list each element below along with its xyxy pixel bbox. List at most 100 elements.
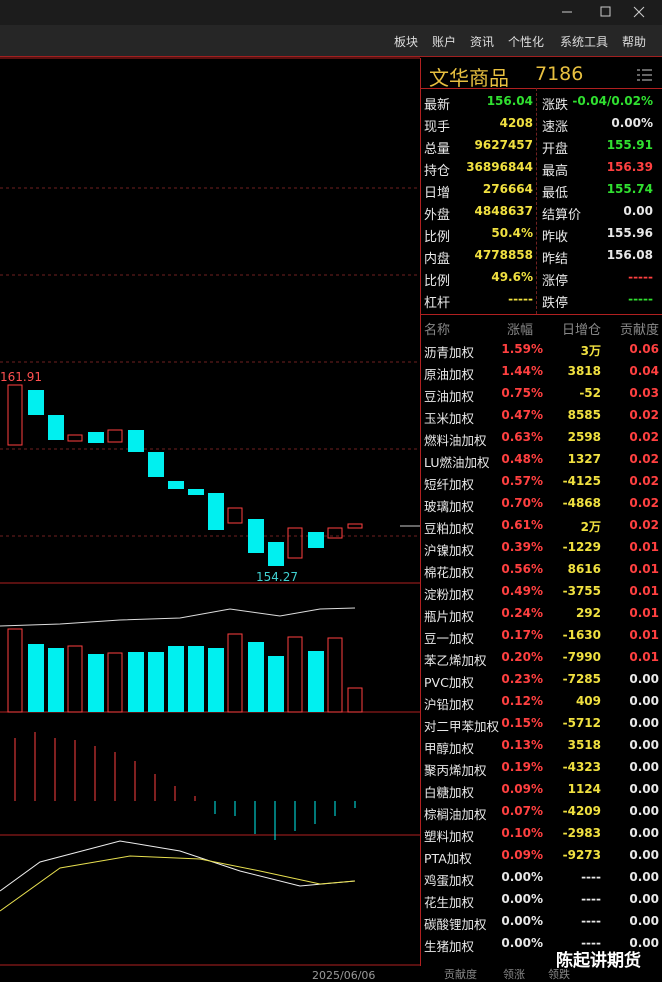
row-oi: 8616 [567,562,601,576]
menu-bar: 板块 账户 资讯 个性化 系统工具 帮助 [0,25,662,57]
quote-value: 50.4% [491,226,533,240]
row-contrib: 0.01 [629,584,659,598]
row-name[interactable]: 沥青加权 [424,345,475,360]
row-contrib: 0.00 [629,804,659,818]
row-oi: -5712 [562,716,601,730]
row-name[interactable]: 沪铅加权 [424,697,475,712]
candles [7,384,420,566]
row-name[interactable]: 对二甲苯加权 [424,719,500,734]
row-change: 0.00% [501,936,543,950]
row-contrib: 0.00 [629,716,659,730]
row-oi: -1229 [562,540,601,554]
quote-value: 156.04 [486,94,533,108]
menu-item[interactable]: 资讯 [470,35,495,49]
row-contrib: 0.00 [629,672,659,686]
row-change: 0.61% [501,518,543,532]
row-change: 0.00% [501,914,543,928]
quote-label: 涨跌 [542,98,569,113]
quote-value: ----- [508,292,533,306]
high-label: 161.91 [0,370,42,384]
row-oi: -7285 [562,672,601,686]
row-name[interactable]: 沪镍加权 [424,543,475,558]
quote-panel: 文华商品 7186 最新 156.04 涨跌 -0.04/0.02% 现手 4208 速涨 0… [420,58,662,966]
row-change: 0.09% [501,848,543,862]
row-change: 0.10% [501,826,543,840]
row-name[interactable]: 瓶片加权 [424,609,475,624]
row-name[interactable]: 棉花加权 [424,565,475,580]
row-oi: ---- [581,914,601,928]
row-name[interactable]: LU燃油加权 [424,455,490,470]
quote-value: 4208 [499,116,533,130]
quote-value: 156.08 [606,248,653,262]
volume [0,607,363,713]
menu-icon[interactable] [637,68,653,82]
row-contrib: 0.02 [629,518,659,532]
row-change: 0.23% [501,672,543,686]
menu-item[interactable]: 账户 [432,35,457,49]
column-header: 日增仓 [561,323,601,338]
quote-label: 最低 [542,186,569,201]
row-oi: 8585 [567,408,601,422]
menu-item[interactable]: 个性化 [508,35,545,49]
row-name[interactable]: PTA加权 [424,851,472,866]
menu-item[interactable]: 系统工具 [560,35,609,49]
tab[interactable]: 领涨 [503,968,525,981]
row-oi: -4209 [562,804,601,818]
instrument-code: 7186 [535,63,584,85]
column-header: 涨幅 [506,323,533,338]
quote-label: 结算价 [542,208,582,223]
row-change: 0.12% [501,694,543,708]
row-oi: 292 [575,606,601,620]
row-name[interactable]: 燃料油加权 [424,433,487,448]
row-name[interactable]: 碳酸锂加权 [424,917,487,932]
row-change: 0.47% [501,408,543,422]
tab[interactable]: 领跌 [548,968,570,981]
row-oi: -52 [579,386,601,400]
row-name[interactable]: 棕榈油加权 [424,807,487,822]
quote-label: 速涨 [542,120,569,135]
quote-value: ----- [628,270,653,284]
row-name[interactable]: 豆粕加权 [424,521,475,536]
row-name[interactable]: 玻璃加权 [424,499,475,514]
row-oi: -7990 [562,650,601,664]
tab[interactable]: 贡献度 [444,968,477,981]
row-change: 0.57% [501,474,543,488]
row-oi: ---- [581,892,601,906]
row-name[interactable]: 豆油加权 [424,389,475,404]
row-change: 0.56% [501,562,543,576]
row-change: 0.17% [501,628,543,642]
quote-label: 内盘 [424,252,451,267]
row-name[interactable]: 白糖加权 [424,785,475,800]
row-contrib: 0.02 [629,430,659,444]
quote-label: 最高 [542,164,569,179]
quote-label: 比例 [424,230,451,245]
row-name[interactable]: 原油加权 [424,367,475,382]
row-oi: 3818 [567,364,601,378]
row-name[interactable]: PVC加权 [424,675,474,690]
date-label: 2025/06/06 [312,969,375,980]
row-name[interactable]: 苯乙烯加权 [424,653,487,668]
row-contrib: 0.00 [629,782,659,796]
row-oi: -4323 [562,760,601,774]
row-name[interactable]: 豆一加权 [424,631,475,646]
instrument-name: 文华商品 [429,66,509,90]
row-name[interactable]: 玉米加权 [424,411,475,426]
row-name[interactable]: 聚丙烯加权 [424,763,487,778]
row-name[interactable]: 甲醇加权 [424,741,475,756]
row-oi: 1124 [567,782,601,796]
row-change: 1.59% [501,342,543,356]
row-name[interactable]: 短纤加权 [424,477,475,492]
quote-label: 总量 [424,142,451,157]
row-contrib: 0.00 [629,870,659,884]
watermark: 陈起讲期货 [556,951,641,971]
row-name[interactable]: 塑料加权 [424,829,475,844]
row-name[interactable]: 花生加权 [424,895,475,910]
row-name[interactable]: 鸡蛋加权 [424,873,475,888]
row-name[interactable]: 生猪加权 [424,939,475,954]
row-name[interactable]: 淀粉加权 [424,587,475,602]
menu-item[interactable]: 板块 [394,35,419,49]
row-oi: -4125 [562,474,601,488]
menu-item[interactable]: 帮助 [622,35,647,49]
quote-value: 0.00% [611,116,653,130]
